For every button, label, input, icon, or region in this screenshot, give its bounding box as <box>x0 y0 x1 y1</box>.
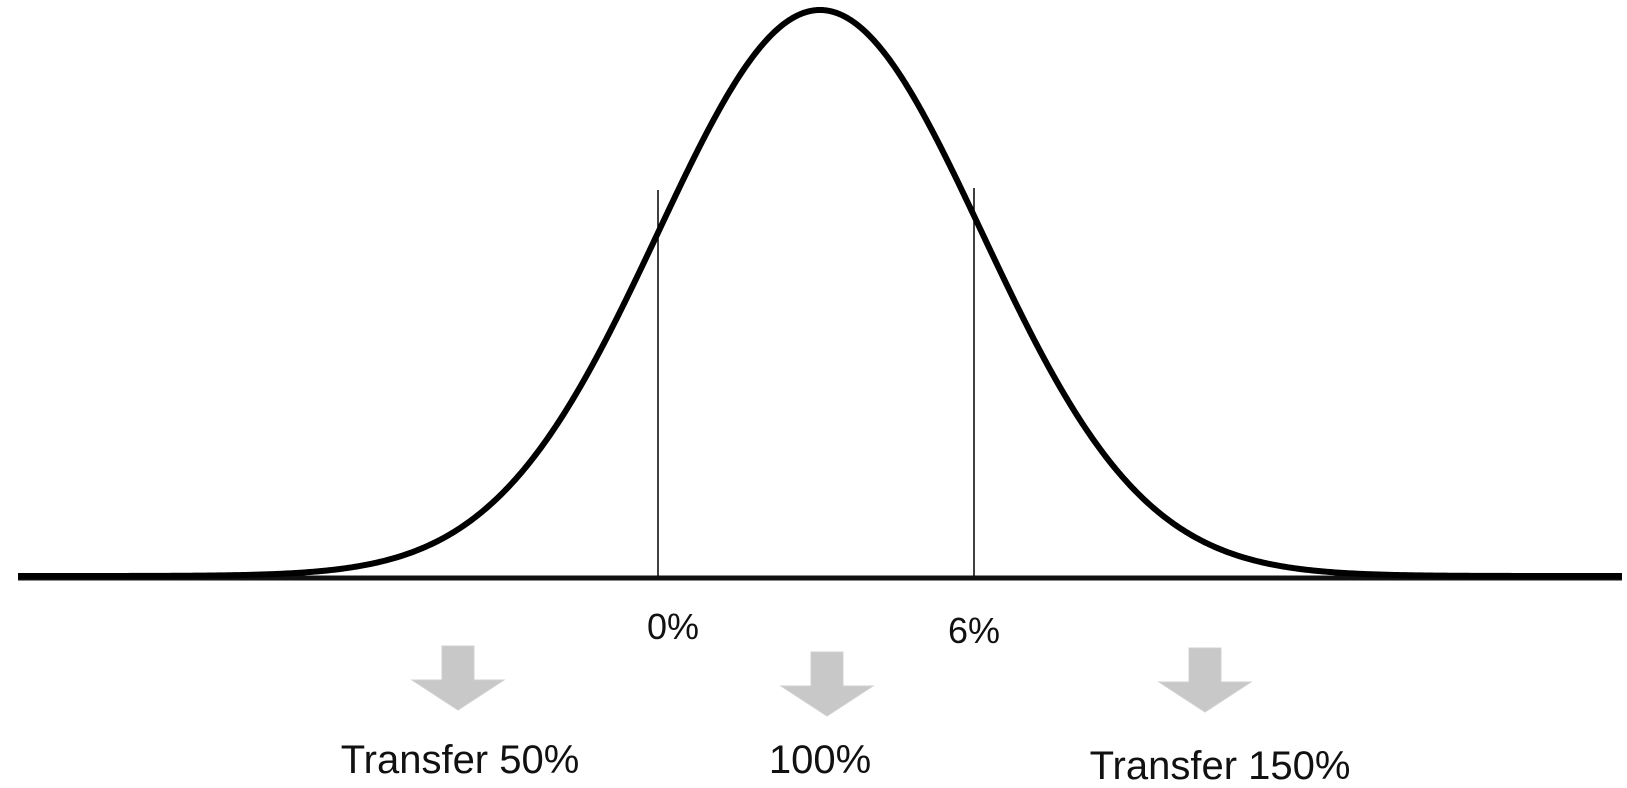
outcome-label-middle: 100% <box>768 738 872 782</box>
arrow-down-icon <box>410 645 506 711</box>
arrow-down-icon <box>779 651 875 717</box>
bell-curve <box>17 7 1623 579</box>
threshold-label-low: 0% <box>646 606 700 647</box>
threshold-label-high: 6% <box>947 610 1001 651</box>
arrow-down-icon <box>1157 647 1253 713</box>
outcome-label-right: Transfer 150% <box>1089 744 1351 788</box>
outcome-label-left: Transfer 50% <box>340 738 580 782</box>
